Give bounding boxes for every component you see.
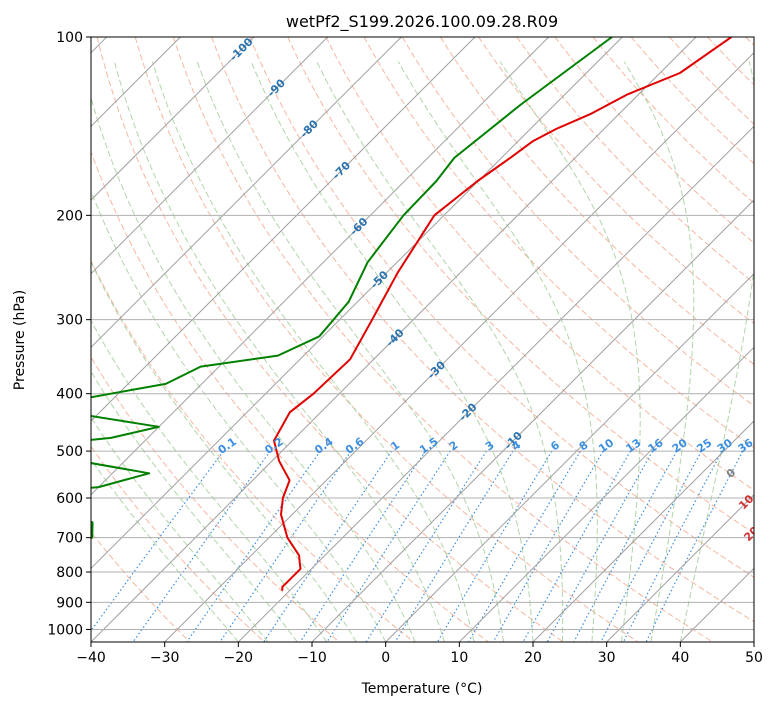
moist-adiabat-line [91, 189, 387, 642]
x-tick-label: −10 [297, 650, 327, 666]
dry-adiabat-line [211, 37, 754, 623]
y-tick-label: 700 [56, 531, 83, 547]
dry-adiabat-line [325, 37, 754, 491]
mixing-ratio-line [546, 450, 654, 642]
x-tick-label: −20 [224, 650, 254, 666]
moist-adiabat-line [316, 61, 564, 642]
isotherm-line [606, 493, 754, 642]
x-tick-label: 30 [598, 650, 616, 666]
moist-adiabat-line [91, 458, 239, 642]
x-axis: −40 −30 −20 −10 0 10 20 30 40 50 [76, 642, 763, 666]
isotherm-line [91, 37, 697, 642]
x-tick-label: 10 [450, 650, 468, 666]
series-line-2 [91, 37, 613, 540]
x-tick-label: 40 [671, 650, 689, 666]
x-tick-label: 20 [524, 650, 542, 666]
pressure-gridlines [91, 37, 754, 630]
plot-area: -100-90-80-70-60-50-40-30-20-10 0.1 0.2 0.… [91, 37, 756, 642]
dry-adiabat-line [96, 37, 564, 642]
isotherm-line [458, 346, 754, 642]
series-line-1 [273, 37, 732, 591]
dry-adiabat-line [439, 37, 754, 365]
moist-adiabat-line [679, 61, 754, 642]
y-tick-label: 300 [56, 313, 83, 329]
isotherm-line [164, 51, 754, 642]
y-tick-label: 600 [56, 491, 83, 507]
isotherm-line [91, 37, 329, 275]
moist-adiabat-line [499, 61, 641, 642]
moist-adiabat-line [397, 61, 598, 642]
y-axis: 100 200 300 400 500 600 700 800 900 1000 [47, 30, 91, 638]
dry-adiabat-line [91, 150, 489, 642]
moist-adiabat-line [113, 61, 446, 642]
y-tick-label: 400 [56, 387, 83, 403]
mixing-ratio-line [91, 450, 224, 632]
dry-adiabat-line [363, 37, 754, 449]
isotherm-line [237, 125, 754, 642]
x-axis-label: Temperature (°C) [361, 681, 483, 697]
moist-adiabat-line [91, 319, 328, 642]
isotherm-line [385, 272, 754, 642]
y-tick-label: 800 [56, 565, 83, 581]
mixing-ratio-line [573, 450, 678, 642]
mixing-ratio-line [299, 450, 426, 642]
mixing-ratio-label: 36 [736, 436, 756, 456]
y-tick-label: 200 [56, 208, 83, 224]
isotherm-line [91, 37, 402, 349]
mixing-ratio-line [263, 450, 393, 642]
moist-adiabats [91, 61, 754, 642]
isotherm-line [91, 37, 255, 201]
y-tick-label: 100 [56, 30, 83, 46]
moist-adiabat-line [91, 96, 416, 642]
dry-adiabat-line [401, 37, 754, 407]
isotherm-line [311, 199, 754, 642]
moist-adiabat-line [623, 61, 695, 642]
mixing-ratio-lines [91, 450, 744, 642]
series-layer [91, 37, 732, 591]
dry-adiabats [91, 37, 754, 642]
x-tick-label: 50 [745, 650, 763, 666]
y-tick-label: 900 [56, 595, 83, 611]
isotherm-line [532, 420, 754, 642]
plot-frame [90, 36, 755, 643]
x-tick-label: 0 [381, 650, 390, 666]
y-tick-label: 1000 [47, 622, 83, 638]
y-axis-label: Pressure (hPa) [12, 290, 28, 390]
dry-adiabat-line [91, 356, 340, 642]
isotherms [91, 37, 754, 642]
isotherm-line [91, 37, 550, 496]
chart-title: wetPf2_S199.2026.100.09.28.R09 [286, 12, 558, 32]
mixing-ratio-line [600, 450, 703, 642]
mixing-ratio-line [492, 450, 604, 642]
mixing-ratio-line [645, 450, 744, 642]
dry-adiabat-line [249, 37, 754, 578]
y-tick-label: 500 [56, 444, 83, 460]
x-tick-label: −40 [76, 650, 106, 666]
moist-adiabat-line [91, 260, 357, 642]
mixing-ratio-line [522, 450, 632, 642]
isotherm-line [91, 37, 623, 570]
mixing-ratio-line [622, 450, 723, 642]
isotherm-line [91, 37, 476, 422]
mixing-ratio-line [186, 450, 321, 642]
moist-adiabat-line [151, 61, 475, 642]
dry-adiabat-line [91, 445, 265, 642]
dry-adiabat-line [134, 37, 639, 642]
x-tick-label: −30 [150, 650, 180, 666]
mixing-ratio-line [219, 450, 352, 642]
